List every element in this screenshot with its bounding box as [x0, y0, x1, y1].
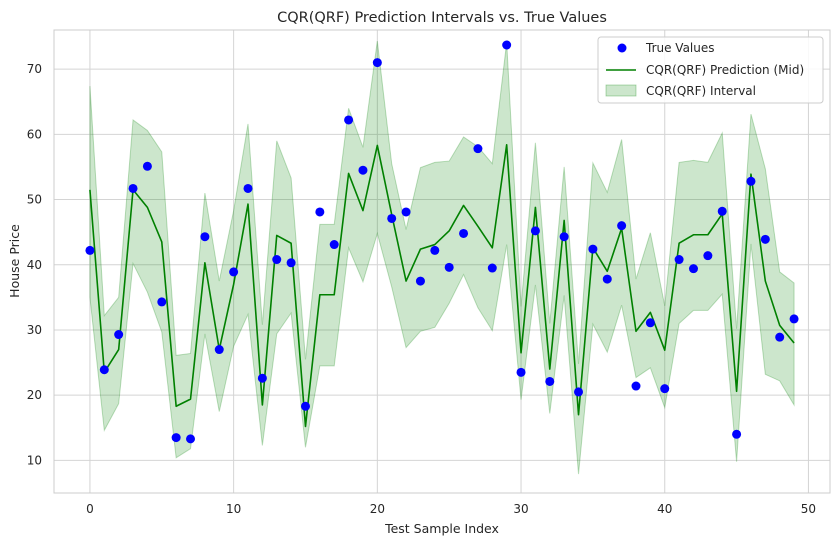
true-value-point: [746, 176, 756, 186]
true-value-point: [444, 262, 454, 272]
plot-background: [54, 30, 830, 493]
legend-label-true-values: True Values: [645, 41, 715, 55]
y-tick-label: 70: [27, 62, 42, 76]
true-value-point: [358, 165, 368, 175]
true-value-point: [300, 401, 310, 411]
true-value-point: [315, 207, 325, 217]
true-value-point: [559, 232, 569, 242]
true-value-point: [459, 228, 469, 238]
true-values-group: [85, 40, 799, 444]
true-value-point: [128, 183, 138, 193]
true-value-point: [602, 274, 612, 284]
true-value-point: [775, 332, 785, 342]
true-value-point: [473, 144, 483, 154]
y-tick-label: 40: [27, 258, 42, 272]
true-value-point: [257, 373, 267, 383]
legend-marker-interval: [605, 84, 637, 97]
plot-frame: [53, 29, 831, 494]
true-value-point: [502, 40, 512, 50]
true-value-point: [186, 434, 196, 444]
true-value-point: [229, 267, 239, 277]
legend-marker-true-values: [617, 43, 627, 53]
true-value-point: [631, 381, 641, 391]
true-value-point: [286, 258, 296, 268]
x-tick-label: 20: [370, 502, 385, 516]
true-value-point: [430, 245, 440, 255]
true-value-point: [688, 264, 698, 274]
x-tick-label: 30: [513, 502, 528, 516]
grid: [54, 30, 830, 493]
true-value-point: [732, 429, 742, 439]
true-value-point: [401, 207, 411, 217]
true-value-point: [415, 276, 425, 286]
true-value-point: [574, 387, 584, 397]
y-axis-label: House Price: [7, 224, 22, 298]
true-value-point: [142, 161, 152, 171]
y-tick-label: 20: [27, 388, 42, 402]
true-value-point: [760, 234, 770, 244]
true-value-point: [344, 115, 354, 125]
true-value-point: [674, 255, 684, 265]
true-value-point: [243, 183, 253, 193]
true-value-point: [114, 330, 124, 340]
true-value-point: [372, 58, 382, 68]
true-value-point: [545, 376, 555, 386]
true-value-point: [703, 251, 713, 261]
true-value-point: [214, 345, 224, 355]
y-tick-label: 10: [27, 453, 42, 467]
true-value-point: [99, 365, 109, 375]
true-value-point: [272, 255, 282, 265]
true-value-point: [157, 297, 167, 307]
x-tick-label: 50: [801, 502, 816, 516]
true-value-point: [171, 433, 181, 443]
true-value-point: [588, 244, 598, 254]
true-value-point: [617, 221, 627, 231]
x-tick-label: 40: [657, 502, 672, 516]
true-value-point: [516, 367, 526, 377]
true-value-point: [487, 263, 497, 273]
legend-box: [597, 36, 824, 104]
x-tick-label: 0: [86, 502, 94, 516]
y-tick-label: 60: [27, 127, 42, 141]
true-value-point: [85, 245, 95, 255]
y-tick-label: 50: [27, 193, 42, 207]
true-value-point: [530, 226, 540, 236]
true-value-point: [200, 232, 210, 242]
legend: True Values CQR(QRF) Prediction (Mid) CQ…: [597, 36, 824, 104]
true-value-point: [660, 384, 670, 394]
y-tick-label: 30: [27, 323, 42, 337]
true-value-point: [645, 318, 655, 328]
chart-title: CQR(QRF) Prediction Intervals vs. True V…: [277, 10, 607, 26]
legend-label-prediction: CQR(QRF) Prediction (Mid): [646, 63, 804, 77]
true-value-point: [717, 206, 727, 216]
x-tick-label: 10: [226, 502, 241, 516]
legend-label-interval: CQR(QRF) Interval: [646, 84, 756, 98]
x-tick-labels: 0 10 20 30 40 50: [86, 502, 816, 516]
x-axis-label: Test Sample Index: [384, 521, 499, 536]
true-value-point: [329, 240, 339, 250]
true-value-point: [789, 314, 799, 324]
true-value-point: [387, 213, 397, 223]
y-tick-labels: 10 20 30 40 50 60 70: [27, 62, 42, 467]
